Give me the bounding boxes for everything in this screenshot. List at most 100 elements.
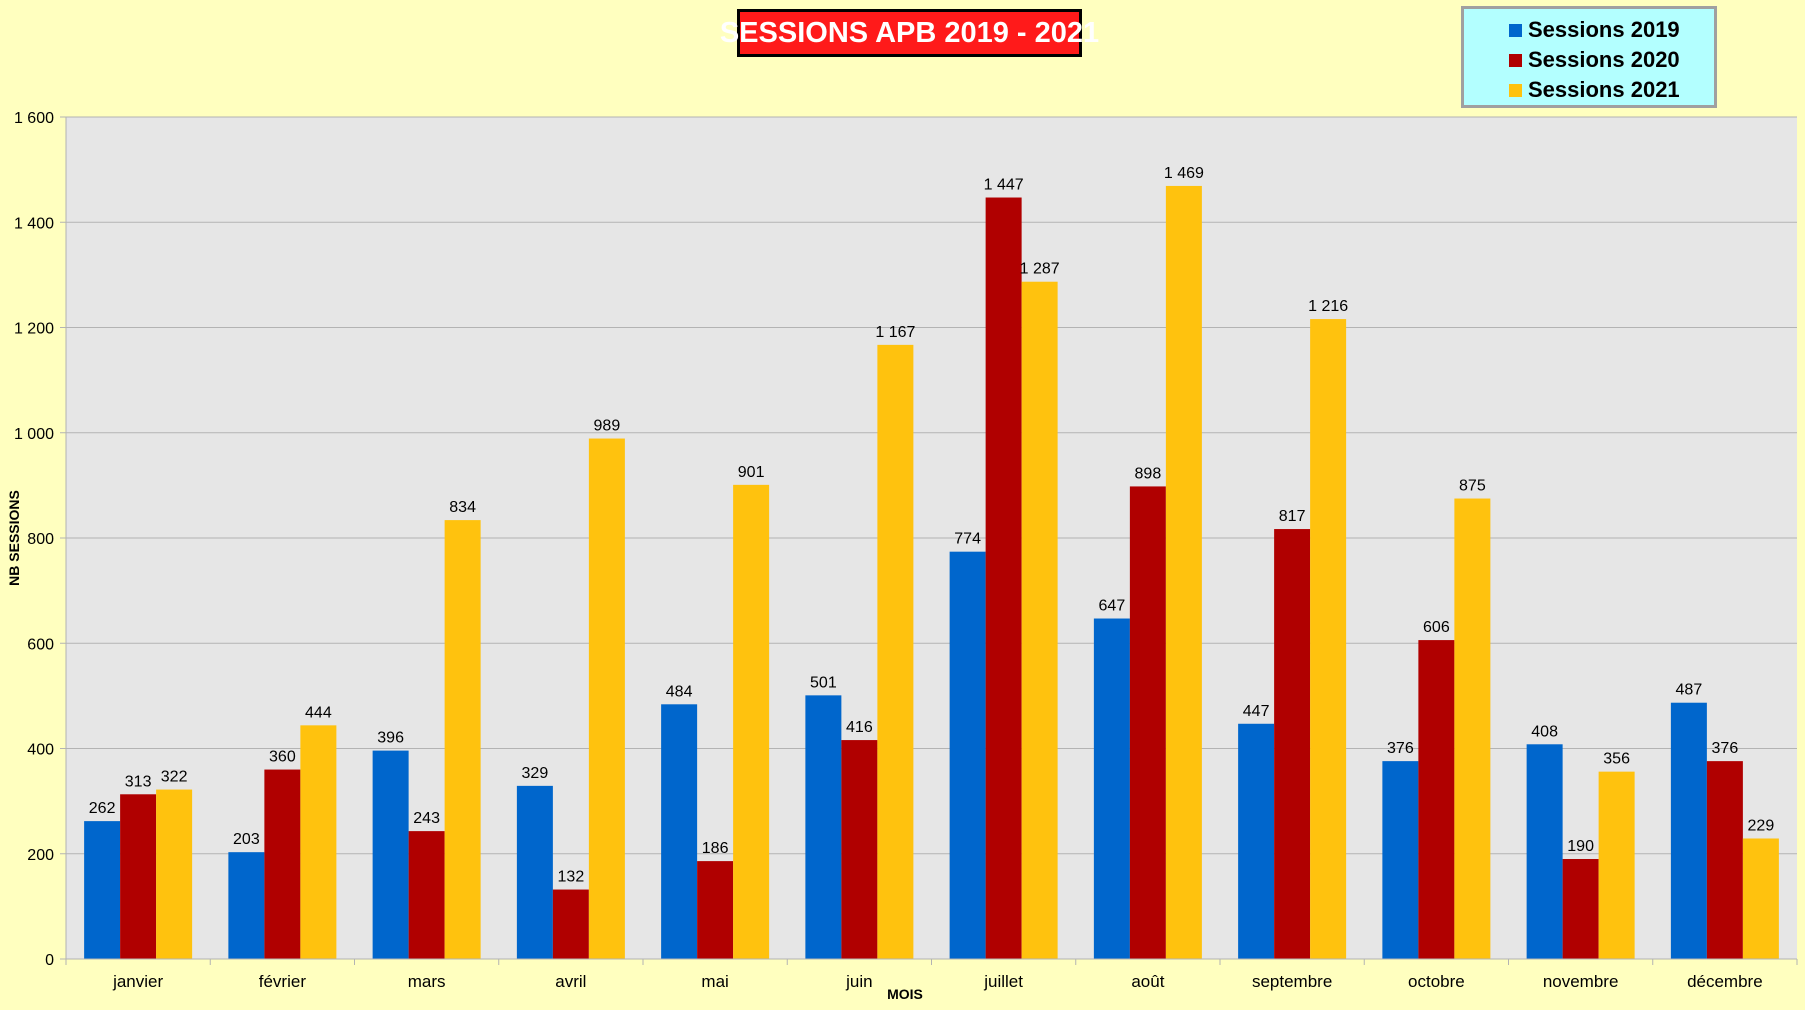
bar-sessions-2020-aout: [1129, 486, 1166, 959]
bar-sessions-2020-septembre: [1274, 529, 1311, 959]
x-tick-label: janvier: [112, 972, 163, 991]
x-tick-label: février: [259, 972, 307, 991]
legend-item-2021: Sessions 2021: [1509, 75, 1714, 105]
y-tick-label: 1 400: [14, 215, 54, 232]
bar-sessions-2021-avril: [588, 438, 625, 959]
bar-sessions-2019-janvier: [84, 821, 121, 959]
data-label: 774: [954, 531, 981, 548]
bar-sessions-2021-juillet: [1021, 281, 1058, 959]
legend-item-2019: Sessions 2019: [1509, 15, 1714, 45]
y-axis-title: NB SESSIONS: [6, 490, 22, 586]
data-label: 989: [594, 418, 621, 435]
data-label: 360: [269, 749, 296, 766]
data-label: 329: [522, 765, 549, 782]
data-label: 376: [1387, 740, 1414, 757]
y-tick-label: 1 000: [14, 426, 54, 443]
data-label: 487: [1676, 682, 1703, 699]
bar-sessions-2021-octobre: [1454, 498, 1491, 959]
data-label: 898: [1135, 465, 1162, 482]
data-label: 484: [666, 683, 693, 700]
bar-sessions-2020-avril: [552, 889, 589, 959]
data-label: 243: [413, 810, 440, 827]
legend-label-2020: Sessions 2020: [1528, 47, 1680, 72]
bar-sessions-2019-octobre: [1382, 761, 1419, 959]
data-label: 408: [1531, 723, 1558, 740]
bar-sessions-2020-juin: [841, 740, 878, 959]
bar-sessions-2020-fevrier: [264, 769, 301, 959]
chart-title: SESSIONS APB 2019 - 2021: [720, 9, 1099, 57]
y-tick-label: 1 600: [14, 110, 54, 127]
bar-sessions-2019-aout: [1093, 618, 1130, 959]
legend-swatch-2019: [1509, 23, 1522, 37]
bar-sessions-2020-mai: [697, 861, 734, 959]
data-label: 817: [1279, 508, 1306, 525]
data-label: 356: [1603, 751, 1630, 768]
x-tick-label: mars: [408, 972, 446, 991]
bar-sessions-2020-octobre: [1418, 640, 1455, 959]
y-tick-label: 200: [27, 847, 54, 864]
x-tick-label: novembre: [1543, 972, 1619, 991]
data-label: 444: [305, 704, 332, 721]
data-label: 186: [702, 840, 729, 857]
bar-sessions-2019-juillet: [949, 551, 986, 959]
y-tick-label: 600: [27, 636, 54, 653]
data-label: 1 216: [1308, 298, 1348, 315]
data-label: 606: [1423, 619, 1450, 636]
x-tick-label: juillet: [983, 972, 1023, 991]
data-label: 262: [89, 800, 116, 817]
data-labels: 262 313 322 203 360 444 396 243 834 329 132 989 484 1…: [89, 165, 1775, 886]
bar-sessions-2021-juin: [877, 344, 914, 960]
data-label: 1 287: [1020, 261, 1060, 278]
bar-sessions-2019-novembre: [1526, 744, 1563, 959]
data-label: 313: [125, 773, 152, 790]
x-tick-label: août: [1131, 972, 1164, 991]
bar-sessions-2019-decembre: [1670, 702, 1707, 959]
bar-sessions-2021-aout: [1165, 185, 1202, 960]
bar-sessions-2021-mai: [733, 484, 770, 959]
data-label: 416: [846, 719, 873, 736]
bar-sessions-2019-mars: [372, 750, 409, 959]
data-label: 901: [738, 464, 765, 481]
y-tick-label: 0: [45, 952, 54, 969]
data-label: 190: [1567, 838, 1594, 855]
bar-sessions-2021-fevrier: [300, 725, 337, 959]
bar-sessions-2021-decembre: [1742, 838, 1779, 959]
bar-sessions-2019-juin: [805, 695, 842, 959]
legend-swatch-2021: [1509, 83, 1522, 97]
bar-sessions-2020-juillet: [985, 197, 1022, 960]
bar-sessions-2021-mars: [444, 520, 481, 959]
data-label: 396: [377, 730, 404, 747]
bar-sessions-2021-septembre: [1310, 319, 1347, 960]
x-tick-label: mai: [701, 972, 728, 991]
legend: Sessions 2019 Sessions 2020 Sessions 202…: [1461, 6, 1717, 108]
y-axis-ticks: 0 200 400 600 800 1 000 1 200 1 400 1 600: [14, 110, 66, 969]
data-label: 229: [1748, 817, 1775, 834]
bar-sessions-2019-fevrier: [228, 852, 265, 959]
data-label: 203: [233, 831, 260, 848]
bar-sessions-2020-janvier: [120, 794, 157, 959]
legend-item-2020: Sessions 2020: [1509, 45, 1714, 75]
y-tick-label: 1 200: [14, 321, 54, 338]
bar-sessions-2021-janvier: [156, 789, 193, 959]
bar-sessions-2019-septembre: [1238, 723, 1275, 959]
y-tick-label: 800: [27, 531, 54, 548]
x-tick-label: septembre: [1252, 972, 1332, 991]
bars: [84, 185, 1779, 960]
bar-sessions-2021-novembre: [1598, 771, 1635, 959]
data-label: 1 469: [1164, 165, 1204, 182]
data-label: 834: [449, 499, 476, 516]
x-tick-label: juin: [845, 972, 872, 991]
legend-swatch-2020: [1509, 53, 1522, 67]
x-tick-label: décembre: [1687, 972, 1763, 991]
legend-label-2019: Sessions 2019: [1528, 17, 1680, 42]
data-label: 875: [1459, 478, 1486, 495]
bar-sessions-2020-mars: [408, 831, 445, 959]
x-tick-label: octobre: [1408, 972, 1465, 991]
bar-sessions-2019-avril: [516, 785, 553, 959]
legend-label-2021: Sessions 2021: [1528, 77, 1680, 102]
y-tick-label: 400: [27, 742, 54, 759]
bar-sessions-2020-decembre: [1706, 761, 1743, 959]
x-axis-title: MOIS: [887, 986, 923, 1002]
x-axis-ticks: janvier février mars avril mai juin juillet aoû…: [65, 959, 1798, 991]
